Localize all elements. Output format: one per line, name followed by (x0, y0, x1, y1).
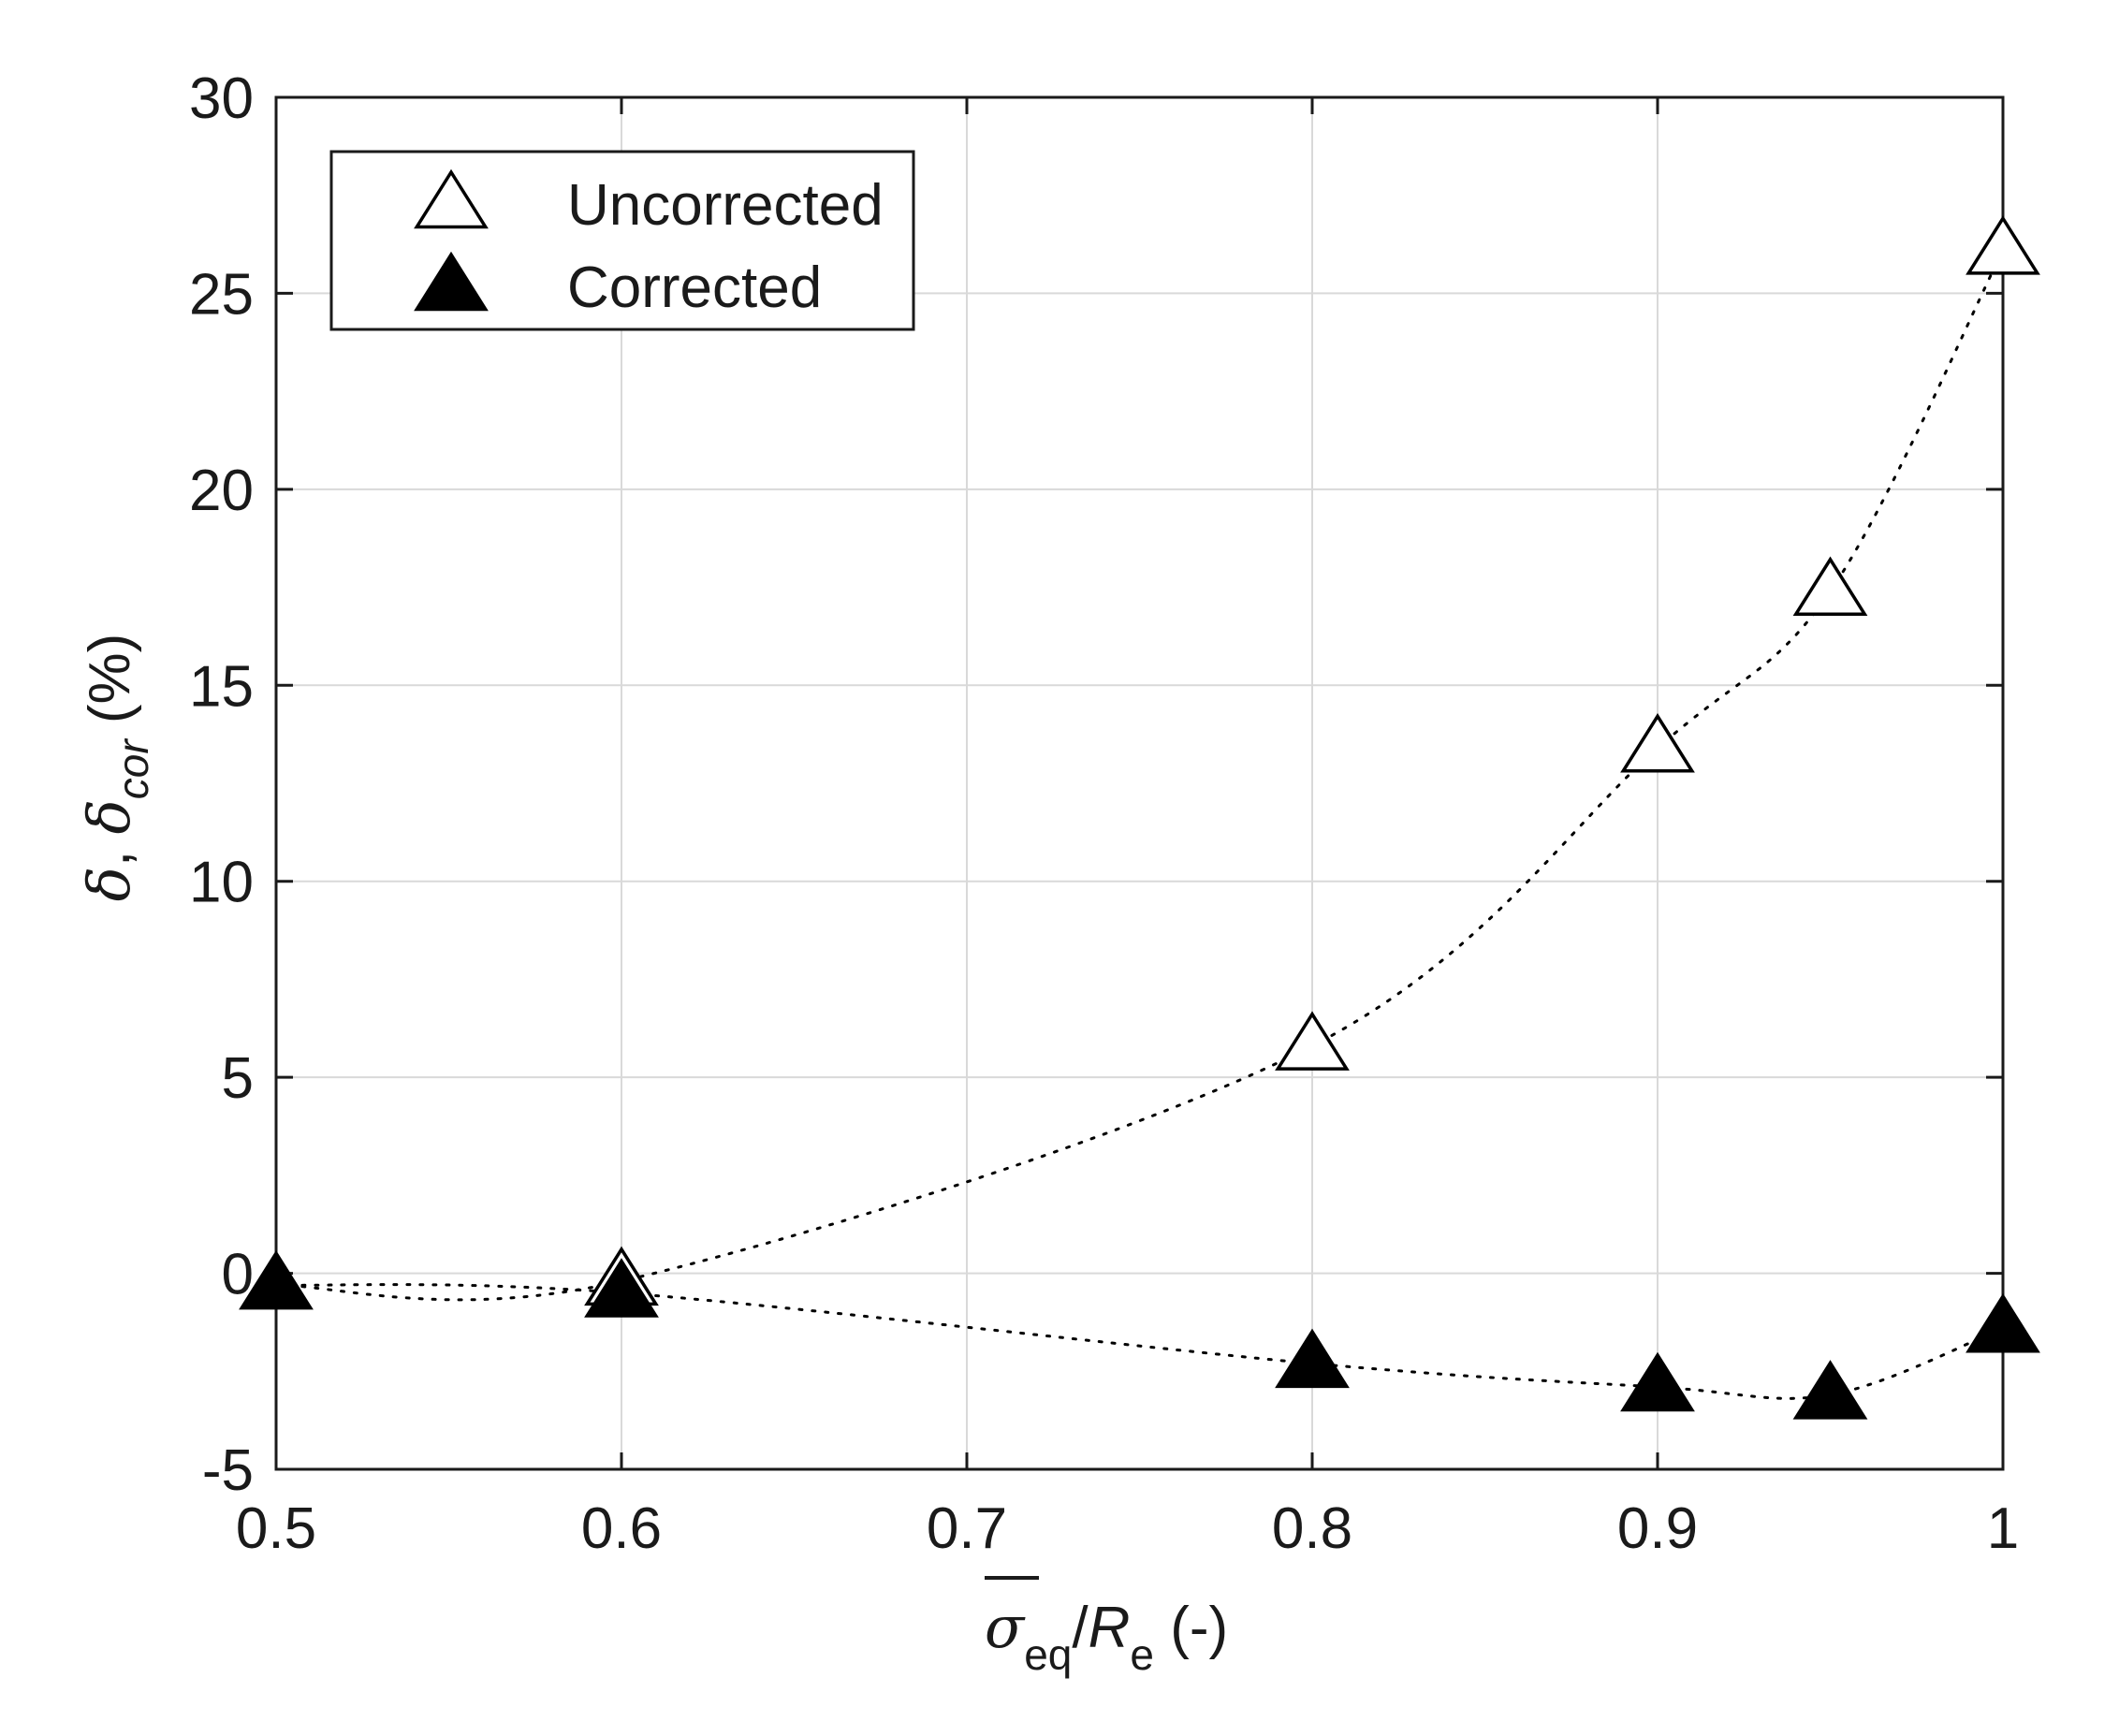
legend: Uncorrected Corrected (329, 150, 915, 331)
y-tick-label: 15 (189, 654, 254, 719)
y-label-comma: , (78, 835, 142, 867)
y-tick-label: 30 (189, 66, 254, 131)
y-tick-label: 20 (189, 459, 254, 523)
marker-uncorrected (1792, 556, 1868, 616)
x-label-sub-eq: eq (1024, 1630, 1072, 1679)
x-tick-label: 0.8 (1272, 1496, 1352, 1561)
y-label-delta: δ (75, 867, 143, 901)
x-tick-label: 0.6 (581, 1496, 662, 1561)
marker-corrected (239, 1249, 314, 1310)
x-axis-ticks: 0.5 0.6 0.7 0.8 0.9 1 (236, 97, 2019, 1561)
legend-label: Corrected (567, 255, 822, 320)
y-label-delta2: δ (75, 799, 143, 834)
y-axis-label: δ, δcor (%) (75, 634, 157, 902)
legend-marker-uncorrected (414, 168, 489, 229)
data-markers (239, 215, 2040, 1420)
x-label-sub-e: e (1130, 1630, 1154, 1679)
marker-corrected (1966, 1292, 2040, 1353)
marker-corrected (1792, 1360, 1868, 1420)
x-label-slash: / (1072, 1596, 1089, 1660)
marker-uncorrected (1275, 1011, 1350, 1071)
legend-marker-corrected (414, 251, 489, 312)
x-axis-label: σeq/Re (-) (985, 1593, 1228, 1679)
fit-curve-uncorrected (274, 248, 2005, 1302)
marker-corrected (1620, 1351, 1695, 1412)
axes-box (274, 95, 2005, 1471)
marker-uncorrected (1966, 215, 2040, 275)
x-label-R: R (1089, 1596, 1131, 1660)
x-label-sigma: σ (985, 1593, 1026, 1661)
x-tick-label: 0.5 (236, 1496, 316, 1561)
y-tick-label: 10 (189, 851, 254, 915)
y-tick-label: 5 (222, 1046, 254, 1111)
y-tick-label: -5 (202, 1438, 254, 1503)
y-tick-label: 25 (189, 262, 254, 327)
x-tick-label: 0.7 (927, 1496, 1007, 1561)
marker-uncorrected (1620, 713, 1695, 773)
marker-corrected (1275, 1328, 1350, 1389)
marker-corrected (584, 1258, 659, 1318)
y-label-sub-cor: cor (109, 738, 157, 800)
x-tick-label: 1 (1987, 1496, 2019, 1561)
legend-label: Uncorrected (567, 173, 884, 238)
x-tick-label: 0.9 (1617, 1496, 1698, 1561)
y-label-unit: (%) (78, 634, 142, 740)
x-label-unit: (-) (1154, 1596, 1228, 1660)
